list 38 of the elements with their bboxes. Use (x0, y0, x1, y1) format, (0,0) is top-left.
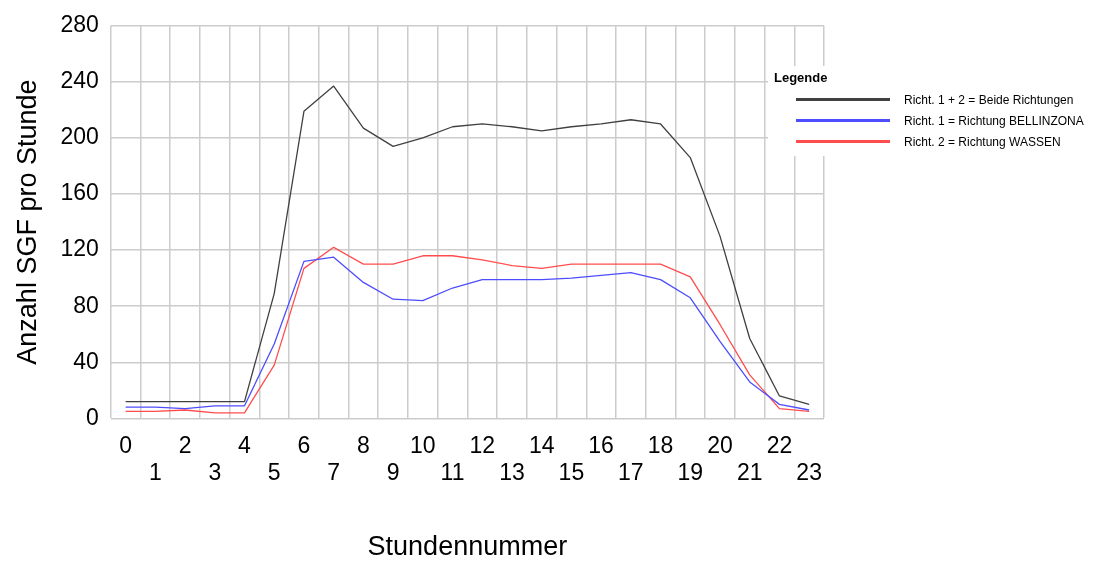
y-axis-title: Anzahl SGF pro Stunde (11, 79, 42, 365)
x-tick-label: 7 (327, 459, 341, 486)
x-tick-label: 11 (440, 459, 465, 486)
legend-title: Legende (774, 70, 829, 85)
y-tick-label: 240 (60, 67, 99, 94)
x-tick-label: 19 (677, 459, 704, 486)
x-tick-label: 4 (238, 431, 252, 458)
x-tick-label: 20 (707, 431, 733, 458)
x-axis-title: Stundennummer (367, 531, 568, 562)
text: Richt. 1 = Richtung BELLINZONA (904, 113, 1084, 128)
x-tick-label: 15 (558, 459, 585, 486)
x-tick-label: 21 (736, 459, 763, 486)
y-tick-label: 160 (60, 179, 99, 206)
x-tick-label: 13 (499, 459, 525, 486)
x-tick-label: 5 (267, 459, 281, 486)
x-tick-label: 22 (766, 431, 793, 458)
x-tick-label: 1 (148, 459, 162, 486)
x-tick-label: 0 (119, 431, 133, 458)
x-tick-label: 9 (386, 459, 400, 486)
x-tick-label: 17 (618, 459, 644, 486)
y-tick-label: 80 (73, 291, 99, 318)
x-tick-label: 10 (410, 431, 436, 458)
x-tick-label: 6 (297, 431, 311, 458)
y-tick-label: 40 (73, 347, 99, 374)
text: Richt. 2 = Richtung WASSEN (904, 134, 1061, 149)
y-tick-label: 280 (60, 11, 99, 38)
y-tick-label: 0 (85, 403, 99, 430)
x-tick-label: 14 (528, 431, 555, 458)
x-tick-label: 2 (178, 431, 192, 458)
text: Richt. 1 + 2 = Beide Richtungen (904, 92, 1074, 107)
y-tick-label: 200 (60, 123, 99, 150)
x-tick-label: 18 (647, 431, 674, 458)
y-tick-label: 120 (60, 235, 99, 262)
x-tick-label: 12 (469, 431, 496, 458)
x-tick-label: 23 (796, 459, 822, 486)
x-tick-label: 3 (208, 459, 222, 486)
x-tick-label: 8 (356, 431, 370, 458)
x-tick-label: 16 (588, 431, 614, 458)
